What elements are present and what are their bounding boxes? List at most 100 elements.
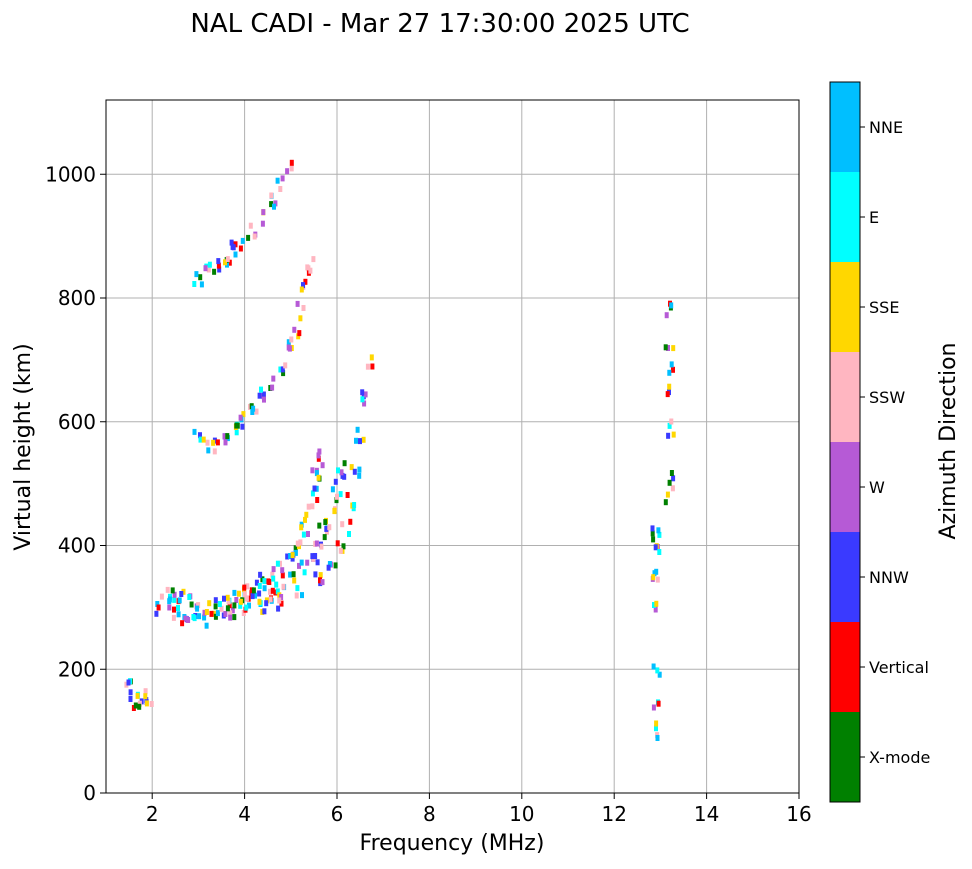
echo-point-0-12-0 [230,607,235,614]
echo-point-4-5-2 [341,543,346,550]
echo-point-2-14-3 [305,264,310,271]
echo-point-4-0-0 [264,600,269,607]
echo-point-0-17-3 [270,587,275,594]
echo-point-1-18-1 [310,490,315,497]
echo-point-4-11-0 [370,363,375,370]
echo-point-0-26-1 [335,493,339,500]
echo-point-1-20-3 [316,452,321,459]
echo-point-3-8-2 [273,200,278,207]
echo-point-6-2-0 [671,431,676,438]
echo-point-2-4-4 [234,422,239,429]
echo-point-3-5-1 [246,234,251,241]
echo-point-1-17-1 [310,503,315,510]
colorbar-segment-nne [830,82,860,172]
echo-point-2-7-4 [259,386,263,393]
echo-point-3-5-2 [240,237,245,244]
echo-point-0-6-3 [176,605,180,611]
echo-point-0-9-2 [202,614,207,621]
echo-point-4-10-4 [360,389,365,396]
echo-point-1-8-3 [242,591,247,598]
plot-area [106,100,799,793]
echo-point-1-9-2 [249,587,254,594]
echo-point-6-4-2 [667,369,672,376]
echo-point-2-12-1 [298,315,303,322]
echo-point-0-17-1 [273,589,278,596]
echo-point-0-22-2 [319,543,324,550]
echo-point-1-18-2 [314,485,319,492]
echo-point-4-6-1 [348,518,353,525]
echo-point-4-4-3 [326,564,331,571]
colorbar-label-w: W [869,478,885,497]
echo-point-5-0-3 [654,720,659,727]
echo-point-2-9-1 [281,370,286,377]
echo-point-5-6-3 [656,527,661,534]
echo-point-0-3-2 [143,688,148,695]
echo-point-0-13-0 [234,597,239,603]
echo-point-6-2-1 [667,422,672,429]
echo-point-0-17-2 [275,588,280,595]
echo-point-0-19-0 [292,577,297,584]
echo-point-0-20-1 [302,569,307,576]
echo-point-4-8-1 [349,464,354,471]
echo-point-0-25-3 [332,508,337,515]
echo-point-0-5-1 [159,593,164,600]
echo-point-3-2-0 [217,266,222,273]
echo-point-2-0-2 [198,436,203,443]
echo-point-5-0-1 [655,735,660,741]
y-tick-label-1000: 1000 [45,162,96,186]
echo-point-6-3-2 [665,391,670,398]
echo-point-4-11-1 [365,363,370,370]
echo-point-4-5-1 [335,540,340,547]
echo-point-1-9-4 [251,587,256,594]
echo-point-5-6-1 [650,530,655,537]
echo-point-1-4-1 [207,600,212,607]
echo-point-0-9-1 [204,622,209,629]
echo-point-6-4-1 [669,361,674,368]
echo-point-4-3-0 [313,571,318,578]
echo-point-0-24-1 [323,519,328,526]
echo-point-3-2-1 [216,262,221,269]
echo-point-1-0-4 [170,587,175,594]
echo-point-3-2-2 [216,258,221,265]
echo-point-4-1-4 [276,605,281,612]
echo-point-2-14-4 [311,256,316,263]
echo-point-3-10-2 [289,159,294,166]
echo-point-0-21-2 [315,559,320,566]
echo-point-0-9-0 [197,613,202,620]
echo-point-0-10-2 [213,613,218,620]
echo-point-2-9-0 [278,366,283,373]
chart-title: NAL CADI - Mar 27 17:30:00 2025 UTC [190,9,689,39]
echo-point-0-4-0 [154,610,159,617]
echo-point-6-0-2 [665,491,670,498]
echo-point-0-1-4 [133,702,138,709]
echo-point-0-27-2 [339,469,344,476]
echo-point-5-2-2 [651,663,656,670]
echo-point-2-6-3 [251,405,256,412]
echo-point-5-3-2 [654,600,659,607]
echo-point-1-17-0 [304,511,309,518]
echo-point-3-7-1 [260,220,265,227]
echo-point-0-13-4 [238,598,243,605]
echo-point-0-26-0 [338,491,343,498]
echo-point-0-15-3 [257,598,262,605]
echo-point-2-13-1 [303,278,308,285]
echo-point-4-3-3 [318,577,322,584]
echo-point-1-12-3 [275,560,280,567]
echo-point-0-20-0 [299,559,304,566]
echo-point-2-7-3 [262,396,266,403]
echo-point-1-2-0 [189,601,194,608]
echo-point-4-4-2 [333,562,338,569]
echo-point-5-2-1 [655,667,660,674]
echo-point-3-4-4 [229,239,234,246]
echo-point-1-16-2 [306,531,310,537]
echo-point-2-13-2 [301,282,305,289]
echo-point-1-16-3 [299,524,304,531]
echo-point-6-5-0 [666,345,670,351]
echo-point-0-3-1 [144,700,149,707]
colorbar-label-vertical: Vertical [869,658,929,677]
echo-point-0-3-3 [149,701,154,707]
echo-point-1-3-2 [195,605,200,612]
echo-point-2-1-1 [201,436,206,443]
echo-point-0-23-4 [324,525,329,532]
